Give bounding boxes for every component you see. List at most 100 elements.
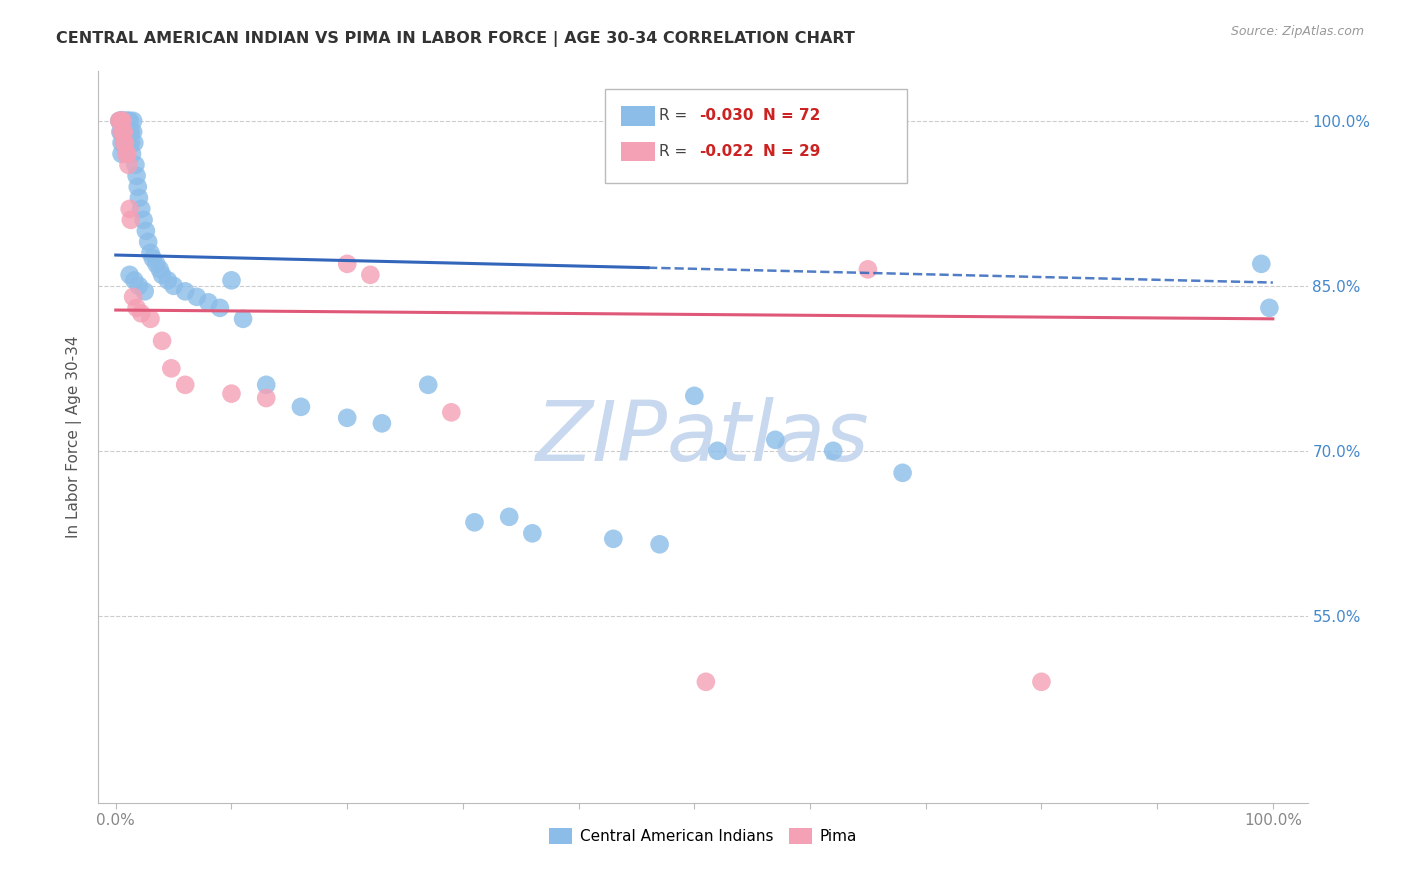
- Point: [118, 268, 141, 282]
- Point: [112, 113, 135, 128]
- Point: [108, 113, 131, 128]
- Point: [221, 386, 243, 401]
- Text: R =: R =: [659, 145, 693, 159]
- Point: [120, 212, 142, 227]
- Point: [114, 125, 136, 139]
- Text: CENTRAL AMERICAN INDIAN VS PIMA IN LABOR FORCE | AGE 30-34 CORRELATION CHART: CENTRAL AMERICAN INDIAN VS PIMA IN LABOR…: [56, 31, 855, 47]
- Point: [110, 136, 132, 150]
- Point: [110, 113, 132, 128]
- Point: [129, 306, 152, 320]
- Point: [418, 377, 440, 392]
- Point: [290, 400, 312, 414]
- Point: [120, 136, 142, 150]
- Point: [891, 466, 914, 480]
- Point: [128, 278, 150, 293]
- Point: [142, 252, 165, 266]
- Point: [186, 290, 208, 304]
- Point: [117, 125, 139, 139]
- Point: [112, 136, 135, 150]
- Y-axis label: In Labor Force | Age 30-34: In Labor Force | Age 30-34: [66, 335, 83, 539]
- Point: [124, 136, 146, 150]
- Point: [118, 202, 141, 216]
- Point: [132, 212, 155, 227]
- Point: [122, 290, 145, 304]
- Point: [823, 443, 845, 458]
- Point: [522, 526, 544, 541]
- Point: [110, 113, 132, 128]
- Point: [125, 169, 148, 183]
- Point: [1250, 257, 1272, 271]
- Point: [110, 125, 132, 139]
- Point: [139, 245, 162, 260]
- Point: [118, 125, 141, 139]
- Point: [463, 516, 485, 530]
- Point: [114, 136, 136, 150]
- Text: R =: R =: [659, 109, 693, 123]
- Point: [117, 113, 139, 128]
- Point: [111, 113, 134, 128]
- Text: -0.022: -0.022: [699, 145, 754, 159]
- Point: [221, 273, 243, 287]
- Point: [110, 113, 132, 128]
- Point: [336, 257, 359, 271]
- Point: [127, 179, 149, 194]
- Point: [371, 417, 394, 431]
- Point: [706, 443, 728, 458]
- Point: [111, 125, 134, 139]
- Text: N = 29: N = 29: [763, 145, 821, 159]
- Point: [160, 361, 183, 376]
- Point: [124, 273, 146, 287]
- Point: [125, 301, 148, 315]
- Point: [162, 278, 184, 293]
- Point: [174, 285, 197, 299]
- Point: [122, 113, 145, 128]
- Point: [695, 674, 717, 689]
- Point: [110, 125, 132, 139]
- Point: [111, 113, 134, 128]
- Point: [648, 537, 671, 551]
- Text: Source: ZipAtlas.com: Source: ZipAtlas.com: [1230, 25, 1364, 38]
- Point: [1031, 674, 1053, 689]
- Point: [117, 113, 139, 128]
- Point: [174, 377, 197, 392]
- Point: [359, 268, 381, 282]
- Point: [112, 125, 135, 139]
- Point: [122, 125, 145, 139]
- Point: [197, 295, 219, 310]
- Point: [110, 125, 132, 139]
- Point: [602, 532, 624, 546]
- Point: [115, 125, 138, 139]
- Point: [108, 113, 131, 128]
- Point: [110, 113, 132, 128]
- Point: [149, 262, 172, 277]
- Point: [139, 311, 162, 326]
- Point: [117, 125, 139, 139]
- Point: [117, 158, 139, 172]
- Point: [440, 405, 463, 419]
- Point: [115, 146, 138, 161]
- Point: [208, 301, 231, 315]
- Point: [1258, 301, 1281, 315]
- Point: [128, 191, 150, 205]
- Point: [254, 377, 277, 392]
- Point: [112, 125, 135, 139]
- Point: [110, 113, 132, 128]
- Point: [145, 257, 167, 271]
- Point: [129, 202, 152, 216]
- Point: [136, 235, 159, 249]
- Point: [115, 136, 138, 150]
- Point: [683, 389, 706, 403]
- Text: -0.030: -0.030: [699, 109, 754, 123]
- Point: [121, 146, 143, 161]
- Point: [124, 158, 146, 172]
- Point: [232, 311, 254, 326]
- Legend: Central American Indians, Pima: Central American Indians, Pima: [543, 822, 863, 850]
- Point: [156, 273, 179, 287]
- Point: [112, 136, 135, 150]
- Point: [120, 125, 142, 139]
- Point: [498, 509, 520, 524]
- Point: [135, 224, 157, 238]
- Point: [254, 391, 277, 405]
- Point: [150, 268, 173, 282]
- Point: [763, 433, 786, 447]
